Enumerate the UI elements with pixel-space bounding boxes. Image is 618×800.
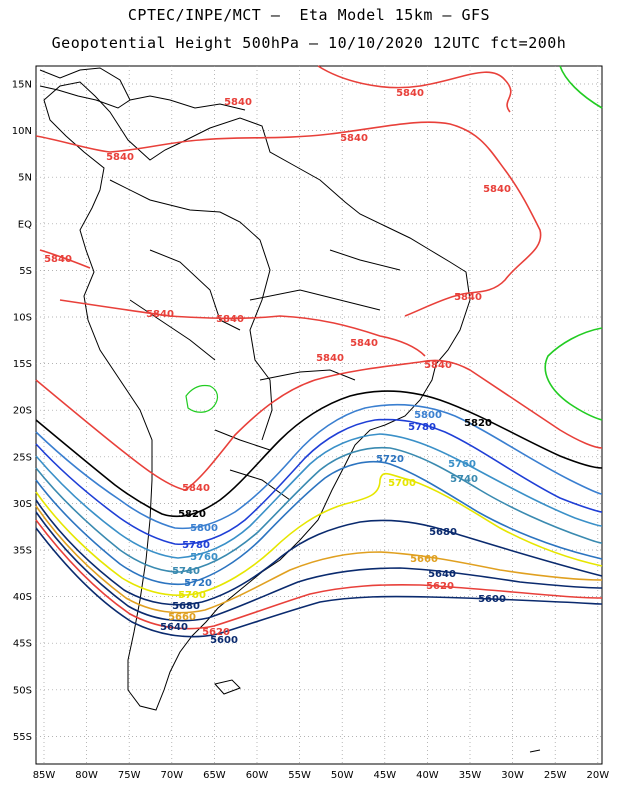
label-5840: 5840	[216, 314, 244, 325]
label-5820: 5820	[178, 509, 206, 520]
contour-5780	[35, 418, 603, 546]
label-5640: 5640	[428, 569, 456, 580]
lon-label: 60W	[246, 770, 269, 781]
label-5840: 5840	[454, 292, 482, 303]
lat-label: 25S	[13, 452, 32, 463]
contour-5840-north	[35, 65, 542, 357]
label-5820: 5820	[464, 418, 492, 429]
label-5760: 5760	[190, 552, 218, 563]
lat-label: 20S	[13, 406, 32, 417]
lat-label: 40S	[13, 592, 32, 603]
title-line-1: CPTEC/INPE/MCT – Eta Model 15km – GFS	[127, 6, 491, 24]
label-5600: 5600	[210, 635, 238, 646]
label-5700: 5700	[388, 478, 416, 489]
latitude-labels: 15N 10N 5N EQ 5S 10S 15S 20S 25S 30S 35S 40S 45S 50S 5…	[12, 80, 32, 743]
lat-label: 5N	[18, 173, 32, 184]
contour-5860-pantanal	[185, 384, 219, 413]
label-5840: 5840	[106, 152, 134, 163]
lon-label: 25W	[544, 770, 567, 781]
lat-label: 30S	[13, 499, 32, 510]
label-5780: 5780	[182, 540, 210, 551]
contour-labels: 5840 5840 5840 5840 5840 5840 5840 5840 …	[44, 88, 511, 646]
contour-5740	[35, 446, 603, 573]
lon-label: 30W	[501, 770, 524, 781]
lat-label: 35S	[13, 546, 32, 557]
contour-5760	[35, 433, 603, 559]
contour-5820	[35, 390, 603, 518]
lat-label: 55S	[13, 732, 32, 743]
contour-5600	[35, 527, 603, 638]
contour-5720	[35, 460, 603, 586]
lon-label: 85W	[33, 770, 56, 781]
lat-label: 10N	[12, 126, 32, 137]
contour-5860-east	[544, 327, 603, 421]
label-5840: 5840	[44, 254, 72, 265]
lat-label: EQ	[18, 219, 32, 230]
label-5840: 5840	[146, 309, 174, 320]
lat-label: 15S	[13, 359, 32, 370]
contour-5620	[35, 519, 603, 630]
label-5740: 5740	[450, 474, 478, 485]
label-5660: 5660	[168, 612, 196, 623]
central-america-coast	[39, 67, 131, 109]
label-5840: 5840	[316, 353, 344, 364]
map-frame	[35, 65, 603, 765]
contour-5640	[35, 511, 603, 622]
contour-5660	[35, 505, 603, 614]
label-5660: 5660	[410, 554, 438, 565]
lon-label: 50W	[331, 770, 354, 781]
label-5620: 5620	[426, 581, 454, 592]
country-borders	[109, 179, 401, 501]
lat-label: 50S	[13, 685, 32, 696]
contour-5680	[35, 499, 603, 606]
grid-lines	[36, 66, 602, 764]
lon-label: 20W	[586, 770, 609, 781]
lat-label: 15N	[12, 80, 32, 91]
label-5760: 5760	[448, 459, 476, 470]
title-line-2: Geopotential Height 500hPa – 10/10/2020 …	[51, 34, 567, 52]
falklands	[214, 679, 241, 695]
south-georgia	[529, 749, 541, 753]
label-5840: 5840	[224, 97, 252, 108]
lon-label: 45W	[373, 770, 396, 781]
lat-label: 5S	[19, 266, 32, 277]
lon-label: 40W	[416, 770, 439, 781]
caribbean-coast	[129, 95, 246, 111]
lon-label: 65W	[203, 770, 226, 781]
south-america-coast	[43, 81, 471, 711]
label-5800: 5800	[190, 523, 218, 534]
longitude-labels: 85W 80W 75W 70W 65W 60W 55W 50W 45W 40W 35W 30W 25W 2…	[33, 770, 610, 781]
label-5600: 5600	[478, 594, 506, 605]
contour-lines	[35, 65, 603, 638]
label-5620: 5620	[202, 627, 230, 638]
contour-5860-north	[559, 65, 603, 109]
label-5780: 5780	[408, 422, 436, 433]
contour-5700	[35, 472, 603, 597]
contour-5840-main	[35, 359, 603, 491]
label-5840: 5840	[340, 133, 368, 144]
label-5840: 5840	[424, 360, 452, 371]
lon-label: 80W	[75, 770, 98, 781]
label-5680: 5680	[172, 601, 200, 612]
lat-label: 45S	[13, 639, 32, 650]
label-5720: 5720	[376, 454, 404, 465]
label-5680: 5680	[429, 527, 457, 538]
label-5840: 5840	[350, 338, 378, 349]
label-5740: 5740	[172, 566, 200, 577]
label-5720: 5720	[184, 578, 212, 589]
lon-label: 55W	[288, 770, 311, 781]
lon-label: 70W	[160, 770, 183, 781]
label-5840: 5840	[396, 88, 424, 99]
lon-label: 75W	[118, 770, 141, 781]
lon-label: 35W	[459, 770, 482, 781]
label-5840: 5840	[182, 483, 210, 494]
label-5700: 5700	[178, 590, 206, 601]
label-5800: 5800	[414, 410, 442, 421]
contour-5800	[35, 403, 603, 530]
label-5840: 5840	[483, 184, 511, 195]
label-5640: 5640	[160, 622, 188, 633]
lat-label: 10S	[13, 313, 32, 324]
